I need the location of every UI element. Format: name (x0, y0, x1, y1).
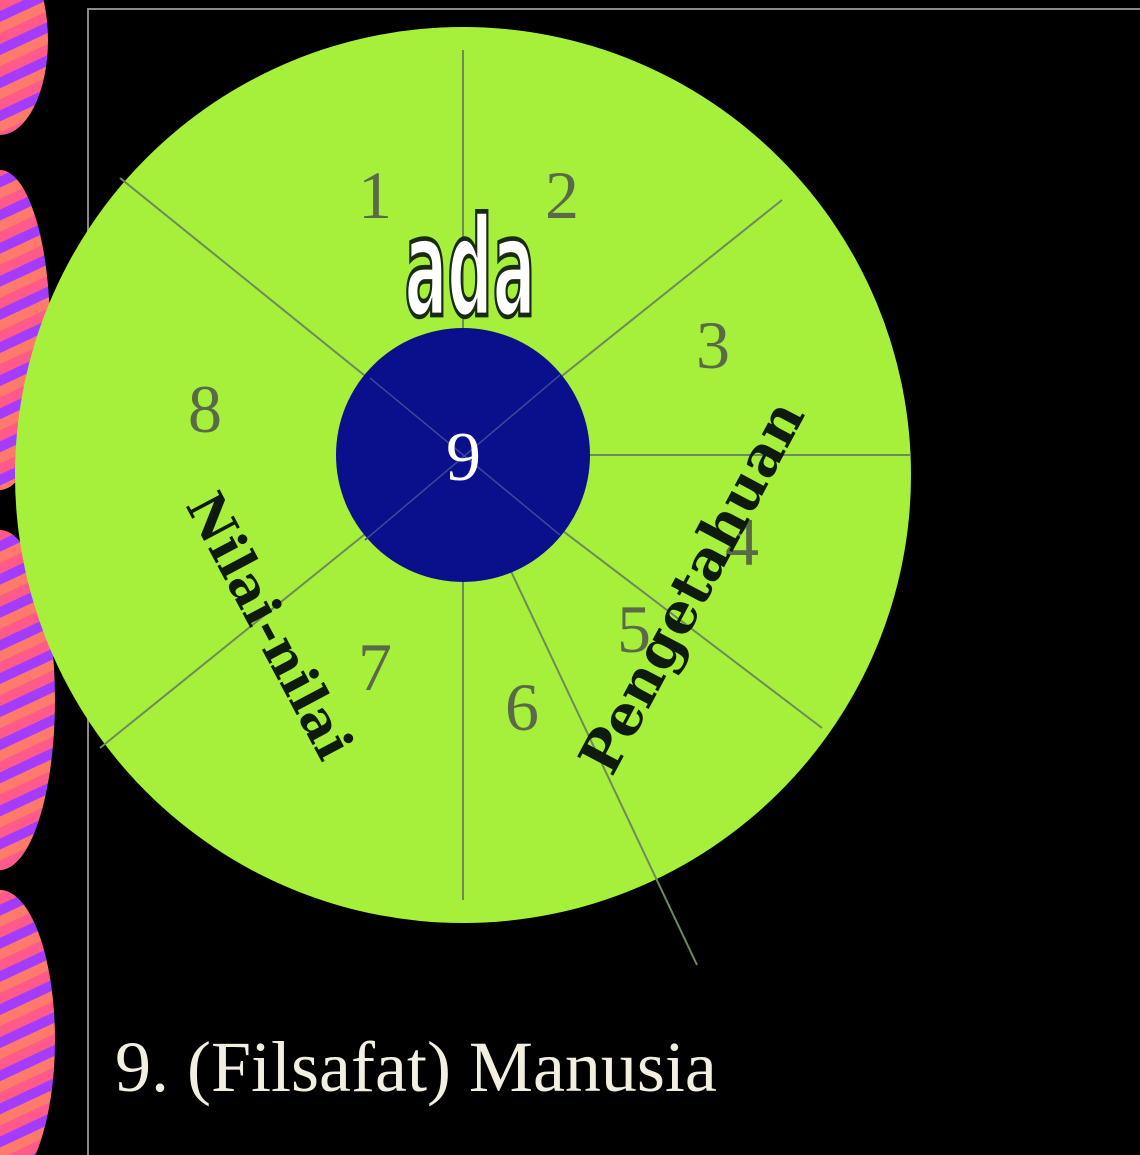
segment-number-3: 3 (696, 307, 730, 383)
center-line-b (364, 374, 561, 541)
segment-number-6: 6 (505, 669, 539, 745)
segment-number-8: 8 (188, 371, 222, 447)
segment-number-1: 1 (358, 157, 392, 233)
segment-number-5: 5 (617, 591, 651, 667)
segment-number-4: 4 (725, 504, 759, 580)
segment-number-7: 7 (358, 629, 392, 705)
center-lines (364, 374, 561, 541)
center-number: 9 (446, 419, 481, 496)
word-ada: ada (405, 189, 536, 348)
center-line-a (369, 377, 561, 536)
divider-pointer (507, 564, 698, 966)
slide-caption: 9. (Filsafat) Manusia (115, 1027, 717, 1107)
segment-numbers: 1 2 3 4 5 6 7 8 (188, 157, 759, 745)
segment-number-2: 2 (545, 157, 579, 233)
